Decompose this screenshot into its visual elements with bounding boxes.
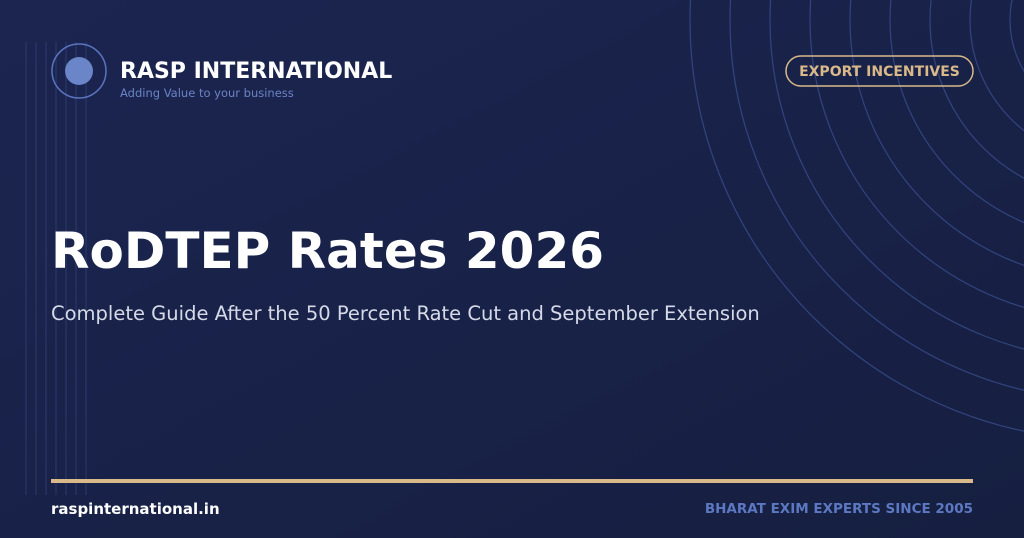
divider xyxy=(51,479,973,483)
slogan: BHARAT EXIM EXPERTS SINCE 2005 xyxy=(705,501,973,517)
badge-label: EXPORT INCENTIVES xyxy=(799,64,960,80)
brand-name: RASP INTERNATIONAL xyxy=(120,59,392,84)
brand-tagline: Adding Value to your business xyxy=(120,86,294,100)
subtitle: Complete Guide After the 50 Percent Rate… xyxy=(51,302,760,325)
badge: EXPORT INCENTIVES xyxy=(785,55,974,87)
headline: RoDTEP Rates 2026 xyxy=(51,222,604,280)
decorative-lines xyxy=(25,42,87,495)
website: raspinternational.in xyxy=(51,500,220,518)
decorative-arcs xyxy=(689,0,1024,432)
logo xyxy=(51,43,107,99)
